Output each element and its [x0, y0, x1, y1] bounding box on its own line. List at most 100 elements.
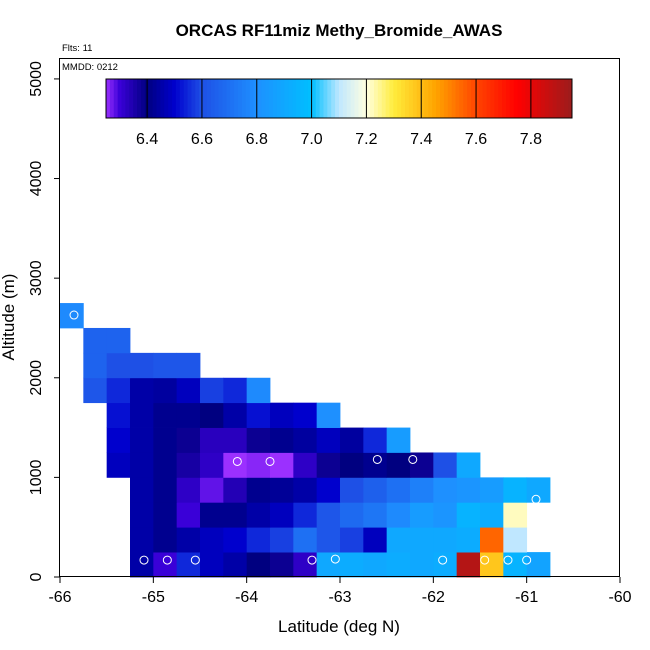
heatmap-cell — [293, 402, 318, 428]
heatmap-cell — [200, 502, 224, 528]
heatmap-cell — [316, 402, 341, 428]
colorbar-segment — [342, 79, 348, 118]
heatmap-cell — [270, 527, 294, 553]
colorbar-segment — [222, 79, 227, 118]
heatmap-cell — [316, 477, 341, 503]
colorbar-segment — [199, 79, 204, 118]
heatmap-cell — [433, 477, 458, 503]
y-tick-label: 4000 — [28, 161, 45, 197]
heatmap-cell — [246, 502, 271, 528]
sample-marker — [69, 310, 79, 320]
colorbar-segment — [234, 79, 239, 118]
colorbar-segment — [482, 79, 488, 118]
colorbar-segment — [505, 79, 511, 118]
heatmap-cell — [480, 477, 504, 503]
colorbar-segment — [288, 79, 293, 118]
heatmap-cell — [153, 527, 178, 553]
colorbar-segment — [304, 79, 309, 118]
heatmap-cell — [410, 552, 434, 578]
heatmap-cell — [293, 452, 318, 478]
heatmap-cell — [223, 502, 248, 528]
colorbar-segment — [272, 79, 278, 118]
sample-marker — [438, 555, 448, 565]
heatmap-cell — [246, 452, 271, 478]
heatmap-cell — [270, 552, 294, 578]
heatmap-cell — [106, 402, 131, 428]
colorbar-segment — [245, 79, 251, 118]
heatmap-cell — [340, 452, 364, 478]
flights-annotation: Flts: 11 — [62, 43, 92, 54]
colorbar-segment — [311, 79, 317, 118]
x-tick-label: -62 — [422, 589, 445, 606]
heatmap-cell — [526, 552, 551, 578]
colorbar-segment — [238, 79, 243, 118]
y-tick-label: 5000 — [28, 61, 45, 97]
heatmap-cell — [340, 502, 364, 528]
colorbar-segment — [125, 79, 130, 118]
sample-marker — [162, 555, 172, 565]
heatmap-cell — [270, 427, 294, 453]
colorbar-segment — [548, 79, 554, 118]
colorbar-segment — [366, 79, 371, 118]
colorbar-segment — [226, 79, 231, 118]
heatmap-cell — [153, 427, 178, 453]
colorbar-segment — [296, 79, 301, 118]
colorbar-segment — [564, 79, 569, 118]
colorbar-segment — [261, 79, 266, 118]
heatmap-cell — [153, 352, 178, 379]
colorbar-segment — [455, 79, 460, 118]
heatmap-cell — [130, 452, 154, 478]
colorbar-segment — [509, 79, 515, 118]
heatmap-cell — [106, 327, 131, 354]
heatmap-cell — [386, 552, 411, 578]
heatmap-cells — [60, 303, 551, 578]
colorbar-segment — [373, 79, 379, 118]
colorbar-segment — [214, 79, 220, 118]
colorbar-segment — [424, 79, 429, 118]
heatmap-cell — [153, 502, 178, 528]
heatmap-cell — [246, 402, 271, 428]
sample-marker — [330, 554, 340, 564]
heatmap-cell — [503, 527, 528, 553]
colorbar-segment — [339, 79, 344, 118]
colorbar-segment — [156, 79, 161, 118]
x-tick-label: -61 — [515, 589, 538, 606]
heatmap-cell — [200, 452, 224, 478]
sample-marker — [408, 454, 418, 464]
colorbar-segment — [358, 79, 363, 118]
heatmap-cell — [316, 552, 341, 578]
heatmap-cell — [386, 527, 411, 553]
colorbar-segment — [401, 79, 406, 118]
colorbar-segment — [377, 79, 383, 118]
heatmap-cell — [176, 477, 201, 503]
colorbar-segment — [133, 79, 138, 118]
colorbar-segment — [206, 79, 212, 118]
colorbar-segment — [168, 79, 173, 118]
colorbar-segment — [129, 79, 134, 118]
heatmap-cell — [293, 477, 318, 503]
heatmap-cell — [130, 552, 154, 578]
colorbar-segment — [210, 79, 216, 118]
colorbar-segment — [284, 79, 290, 118]
heatmap-cell — [176, 527, 201, 553]
heatmap-cell — [130, 527, 154, 553]
colorbar-segment — [529, 79, 534, 118]
heatmap-cell — [340, 527, 364, 553]
colorbar-segment — [315, 79, 321, 118]
colorbar-segment — [300, 79, 305, 118]
sample-marker — [190, 555, 200, 565]
heatmap-cell — [386, 477, 411, 503]
colorbar-segment — [183, 79, 189, 118]
colorbar-segment — [463, 79, 468, 118]
heatmap-cell — [293, 502, 318, 528]
heatmap-cell — [176, 402, 201, 428]
heatmap-cell — [106, 377, 131, 404]
x-tick-label: -60 — [608, 589, 631, 606]
heatmap-cell — [130, 477, 154, 503]
heatmap-cell — [456, 527, 481, 553]
colorbar-segment — [276, 79, 282, 118]
colorbar-segment — [420, 79, 425, 118]
colorbar-segment — [292, 79, 297, 118]
heatmap-cell — [106, 452, 131, 478]
